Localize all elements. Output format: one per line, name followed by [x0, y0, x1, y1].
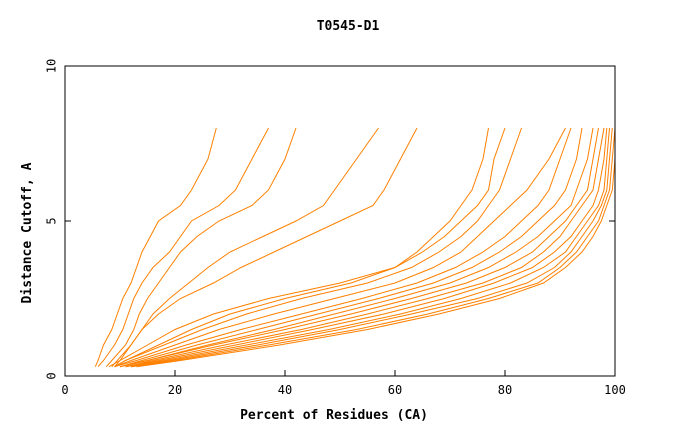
series-line-2 — [97, 127, 269, 368]
series-line-6 — [108, 127, 489, 368]
chart-title: T0545-D1 — [317, 19, 380, 34]
series-line-10 — [114, 127, 572, 368]
series-line-5 — [114, 127, 418, 368]
series-line-3 — [105, 127, 297, 368]
y-tick-label: 5 — [45, 217, 59, 224]
series-line-14 — [125, 127, 605, 368]
x-axis-label: Percent of Residues (CA) — [240, 408, 428, 423]
series-line-11 — [119, 127, 583, 368]
x-tick-label: 60 — [388, 383, 402, 397]
x-tick-label: 80 — [498, 383, 512, 397]
series-line-17 — [130, 127, 613, 368]
x-tick-label: 100 — [604, 383, 626, 397]
series-line-7 — [114, 127, 506, 368]
series-line-18 — [130, 127, 616, 368]
series-line-12 — [119, 127, 594, 368]
y-tick-label: 0 — [45, 372, 59, 379]
x-tick-label: 20 — [168, 383, 182, 397]
y-axis-label: Distance Cutoff, A — [20, 162, 35, 303]
series-layer — [94, 127, 616, 368]
series-line-4 — [111, 127, 379, 368]
series-line-1 — [94, 127, 217, 367]
series-line-13 — [119, 127, 599, 368]
series-line-9 — [114, 127, 566, 368]
x-tick-label: 0 — [61, 383, 68, 397]
series-line-16 — [125, 127, 610, 368]
series-line-19 — [136, 128, 616, 368]
y-tick-label: 10 — [45, 59, 59, 73]
tick-layer: 0 20 40 60 80 100 0 5 10 — [45, 59, 626, 397]
series-line-8 — [114, 127, 522, 368]
series-line-15 — [125, 127, 608, 368]
x-tick-label: 40 — [278, 383, 292, 397]
